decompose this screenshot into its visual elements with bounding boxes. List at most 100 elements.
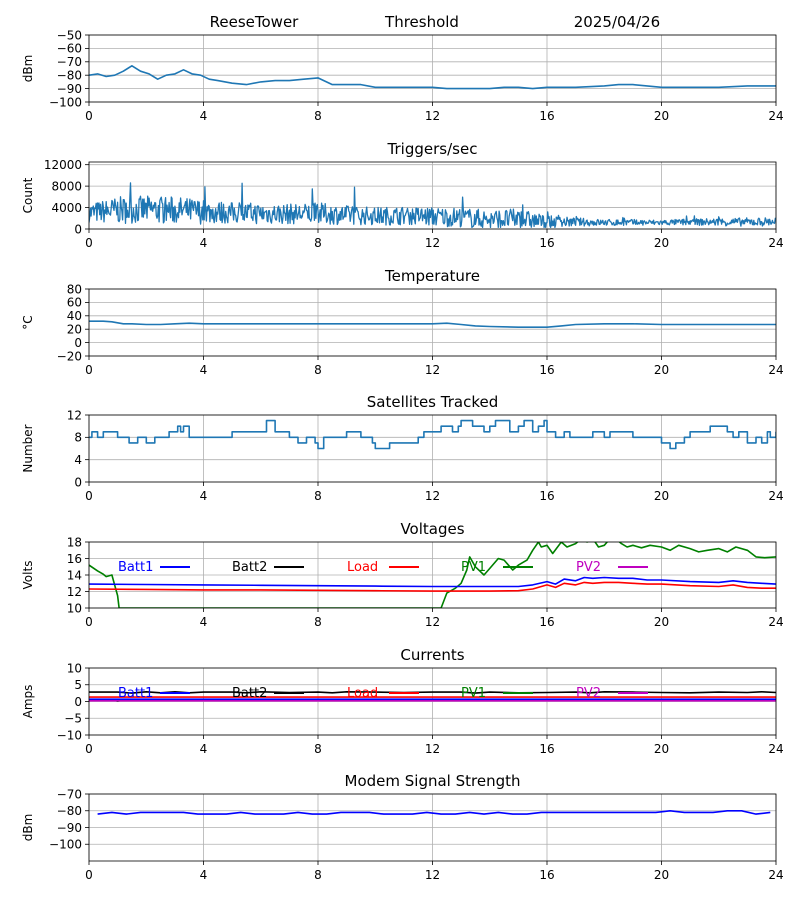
modem-y-tick-label: −90: [57, 821, 82, 835]
currents-x-tick-label: 20: [654, 742, 669, 756]
voltages-series-pv1-line: [89, 542, 776, 608]
station-name: ReeseTower: [210, 13, 300, 31]
voltages-x-tick-label: 4: [200, 615, 208, 629]
voltages-grid: [88, 541, 777, 609]
satellites-x-tick-label: 4: [200, 489, 208, 503]
temperature-title: Temperature: [384, 267, 480, 285]
temperature-y-axis-label: °C: [21, 315, 35, 329]
currents-x-tick-label: 12: [425, 742, 440, 756]
voltages-y-axis-label: Volts: [21, 561, 35, 590]
currents-panel: 0 4 8 12 16 20 24 −10 −5 0 5 10 Currents Amps Batt1 Bat…: [21, 646, 784, 756]
currents-x-tick-label: 4: [200, 742, 208, 756]
triggers-x-tick-label: 16: [539, 236, 554, 250]
signal-x-tick-label: 16: [539, 109, 554, 123]
temperature-x-tick-label: 8: [314, 363, 322, 377]
voltages-x-tick-label: 8: [314, 615, 322, 629]
voltages-legend-label-load: Load: [347, 560, 378, 575]
satellites-y-tick-label: 12: [67, 408, 82, 422]
triggers-x-tick-label: 12: [425, 236, 440, 250]
triggers-x-tick-label: 24: [768, 236, 783, 250]
voltages-x-tick-label: 0: [85, 615, 93, 629]
currents-legend-label-pv1: PV1: [461, 686, 486, 701]
triggers-panel: 0 4 8 12 16 20 24 0 4000 8000 12000 Triggers/sec Cou…: [21, 140, 784, 250]
currents-y-tick-label: 5: [74, 678, 82, 692]
modem-x-tick-label: 4: [200, 868, 208, 882]
voltages-title: Voltages: [400, 520, 464, 538]
modem-grid: [88, 793, 777, 861]
voltages-y-tick-label: 16: [67, 552, 82, 566]
temperature-y-tick-label: 60: [67, 296, 82, 310]
currents-y-tick-label: −10: [57, 728, 82, 742]
currents-y-tick-label: −5: [64, 712, 82, 726]
modem-panel: 0 4 8 12 16 20 24 −100 −90 −80 −70 Modem Signal Str…: [21, 772, 784, 882]
currents-x-tick-label: 0: [85, 742, 93, 756]
mode-label: Threshold: [384, 13, 459, 31]
satellites-y-axis-label: Number: [21, 424, 35, 472]
modem-x-tick-label: 20: [654, 868, 669, 882]
currents-legend-label-batt2: Batt2: [232, 686, 267, 701]
triggers-x-tick-label: 8: [314, 236, 322, 250]
voltages-y-tick-label: 14: [67, 568, 82, 582]
modem-x-tick-label: 16: [539, 868, 554, 882]
signal-y-tick-label: −100: [49, 95, 82, 109]
signal-y-tick-label: −50: [57, 28, 82, 42]
voltages-series-batt1-line: [89, 576, 776, 588]
modem-x-tick-label: 0: [85, 868, 93, 882]
signal-y-axis-label: dBm: [21, 55, 35, 83]
voltages-x-tick-label: 12: [425, 615, 440, 629]
triggers-y-tick-label: 4000: [51, 201, 82, 215]
satellites-x-tick-label: 16: [539, 489, 554, 503]
signal-x-tick-label: 4: [200, 109, 208, 123]
currents-legend-label-pv2: PV2: [576, 686, 601, 701]
currents-y-tick-label: 0: [74, 695, 82, 709]
currents-x-tick-label: 16: [539, 742, 554, 756]
triggers-y-tick-label: 0: [74, 222, 82, 236]
modem-y-tick-label: −80: [57, 804, 82, 818]
temperature-y-tick-label: 40: [67, 309, 82, 323]
voltages-y-tick-label: 18: [67, 535, 82, 549]
temperature-y-tick-label: 20: [67, 323, 82, 337]
satellites-y-tick-label: 0: [74, 475, 82, 489]
satellites-panel: 0 4 8 12 16 20 24 0 4 8 12 Satellites Tracked Number: [21, 393, 784, 503]
satellites-x-tick-label: 24: [768, 489, 783, 503]
signal-x-tick-label: 8: [314, 109, 322, 123]
modem-y-axis-label: dBm: [21, 814, 35, 842]
modem-y-tick-label: −70: [57, 787, 82, 801]
temperature-x-tick-label: 4: [200, 363, 208, 377]
currents-x-tick-label: 24: [768, 742, 783, 756]
triggers-y-tick-label: 12000: [44, 158, 82, 172]
temperature-x-tick-label: 0: [85, 363, 93, 377]
voltages-legend-label-pv1: PV1: [461, 560, 486, 575]
triggers-x-tick-label: 20: [654, 236, 669, 250]
modem-y-tick-label: −100: [49, 838, 82, 852]
signal-y-tick-label: −70: [57, 55, 82, 69]
voltages-x-tick-label: 24: [768, 615, 783, 629]
signal-series-0-line: [89, 65, 776, 90]
satellites-title: Satellites Tracked: [367, 393, 498, 411]
signal-x-tick-label: 12: [425, 109, 440, 123]
voltages-y-tick-label: 10: [67, 601, 82, 615]
signal-y-tick-label: −60: [57, 42, 82, 56]
currents-y-tick-label: 10: [67, 661, 82, 675]
currents-y-axis-label: Amps: [21, 685, 35, 719]
satellites-x-tick-label: 20: [654, 489, 669, 503]
voltages-legend-label-batt2: Batt2: [232, 560, 267, 575]
modem-x-tick-label: 8: [314, 868, 322, 882]
temperature-x-tick-label: 24: [768, 363, 783, 377]
temperature-y-tick-label: −20: [57, 349, 82, 363]
modem-title: Modem Signal Strength: [345, 772, 521, 790]
voltages-legend-label-pv2: PV2: [576, 560, 601, 575]
voltages-legend-label-batt1: Batt1: [118, 560, 153, 575]
modem-series-0-line: [97, 810, 771, 815]
modem-x-tick-label: 24: [768, 868, 783, 882]
temperature-grid: [88, 288, 777, 357]
modem-x-tick-label: 12: [425, 868, 440, 882]
currents-title: Currents: [400, 646, 464, 664]
satellites-y-tick-label: 4: [74, 453, 82, 467]
satellites-x-tick-label: 12: [425, 489, 440, 503]
currents-x-tick-label: 8: [314, 742, 322, 756]
triggers-title: Triggers/sec: [387, 140, 478, 158]
signal-x-tick-label: 0: [85, 109, 93, 123]
temperature-x-tick-label: 12: [425, 363, 440, 377]
temperature-x-tick-label: 20: [654, 363, 669, 377]
